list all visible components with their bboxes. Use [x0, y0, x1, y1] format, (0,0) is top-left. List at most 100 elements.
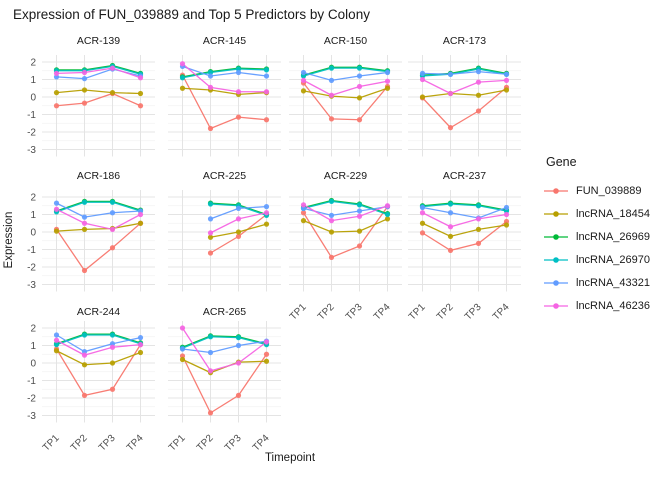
series-line-lncRNA_26969 [56, 200, 141, 212]
data-point [207, 84, 214, 90]
data-point [235, 205, 242, 211]
data-point [179, 75, 186, 81]
data-point [503, 211, 510, 218]
legend-entry-lncRNA_18454: lncRNA_18454 [543, 202, 650, 225]
series-line-lncRNA_43321 [182, 65, 267, 77]
chart-title: Expression of FUN_039889 and Top 5 Predi… [13, 7, 370, 22]
data-point [81, 392, 88, 398]
data-point [207, 216, 214, 222]
data-point [53, 348, 60, 354]
legend-entry-lncRNA_43321: lncRNA_43321 [543, 271, 650, 294]
legend-label: lncRNA_46236 [576, 299, 650, 312]
data-point [207, 250, 214, 256]
data-point [207, 349, 214, 356]
data-point [137, 75, 144, 81]
x-tick-label: TP3 [97, 433, 118, 454]
series-line-lncRNA_46236 [181, 327, 267, 372]
data-point [503, 77, 510, 83]
data-point [81, 332, 88, 338]
legend-label: FUN_039889 [576, 184, 642, 197]
legend-entry-lncRNA_26969: lncRNA_26969 [543, 225, 650, 248]
data-point [81, 69, 88, 76]
data-point [447, 71, 454, 77]
data-point [419, 76, 426, 83]
series-line-lncRNA_18454 [56, 89, 141, 95]
series-line-FUN_039889 [55, 222, 141, 272]
series-line-lncRNA_26969 [56, 333, 141, 345]
legend-entry-lncRNA_46236: lncRNA_46236 [543, 294, 650, 317]
facet-title: ACR-237 [442, 170, 487, 182]
data-point [263, 339, 270, 345]
series-line-lncRNA_46236 [56, 339, 141, 356]
x-tick-label: TP2 [195, 433, 216, 454]
data-point [235, 229, 242, 235]
data-point [53, 228, 60, 234]
series-line-lncRNA_18454 [422, 89, 507, 98]
series-line-lncRNA_18454 [422, 222, 507, 238]
data-point [263, 117, 270, 123]
data-point [475, 108, 482, 114]
data-point [503, 204, 510, 211]
y-tick-label: -2 [27, 263, 36, 274]
data-point [109, 199, 116, 205]
y-tick-label: 0 [30, 359, 36, 370]
x-tick-label: TP2 [316, 302, 337, 323]
data-point [53, 70, 60, 76]
data-point [356, 228, 363, 234]
data-point [137, 211, 144, 218]
data-point [384, 203, 391, 209]
data-point [356, 213, 363, 219]
data-point [207, 368, 214, 374]
y-axis-title: Expression [3, 211, 15, 269]
data-point [384, 211, 391, 218]
facet-panel [289, 55, 402, 157]
data-point [300, 77, 307, 83]
data-point [475, 79, 482, 85]
series-line-FUN_039889 [302, 206, 389, 259]
data-point [263, 89, 270, 95]
y-tick-label: 2 [30, 193, 36, 204]
y-tick-label: 2 [30, 58, 36, 69]
legend-key-icon [544, 256, 568, 263]
data-point [328, 254, 335, 260]
data-point [81, 214, 88, 220]
series-line-lncRNA_26969 [422, 202, 507, 211]
data-point [263, 351, 270, 357]
y-tick-label: -2 [27, 128, 36, 139]
facet-panel: TP1 TP2 TP3 TP4 [288, 190, 402, 323]
data-point [53, 332, 60, 338]
data-point [356, 65, 363, 71]
series-line-lncRNA_43321 [422, 206, 507, 219]
data-point [475, 92, 482, 98]
y-tick-label: -1 [27, 376, 36, 387]
series-line-lncRNA_26969 [182, 67, 267, 78]
y-tick-label: -2 [27, 394, 36, 405]
data-point [263, 67, 270, 73]
x-tick-label: TP1 [288, 302, 309, 323]
x-tick-label: TP3 [223, 433, 244, 454]
data-point [419, 220, 426, 226]
data-point [356, 202, 363, 208]
facet-title: ACR-145 [202, 35, 247, 47]
series-line-lncRNA_18454 [56, 222, 141, 232]
data-point [263, 358, 270, 364]
y-tick-label: -1 [27, 110, 36, 121]
facet-panel: 2 1 0 -1 -2 -3 [27, 55, 155, 157]
x-tick-label: TP1 [167, 433, 188, 454]
y-tick-label: 2 [30, 324, 36, 335]
data-point [81, 362, 88, 368]
facet-title: ACR-225 [202, 170, 247, 182]
series-line-lncRNA_26969 [56, 64, 141, 75]
data-point [419, 94, 426, 100]
data-point [475, 69, 482, 75]
data-point [419, 230, 426, 236]
data-point [384, 85, 391, 91]
x-tick-label: TP1 [407, 302, 428, 323]
facet-panel [168, 55, 281, 157]
facet-title: ACR-150 [323, 35, 368, 47]
series-line-lncRNA_26970 [56, 334, 141, 346]
legend-key-icon [544, 302, 568, 309]
data-point [81, 220, 88, 226]
x-tick-label: TP2 [435, 302, 456, 323]
facet-title: ACR-186 [76, 170, 121, 182]
